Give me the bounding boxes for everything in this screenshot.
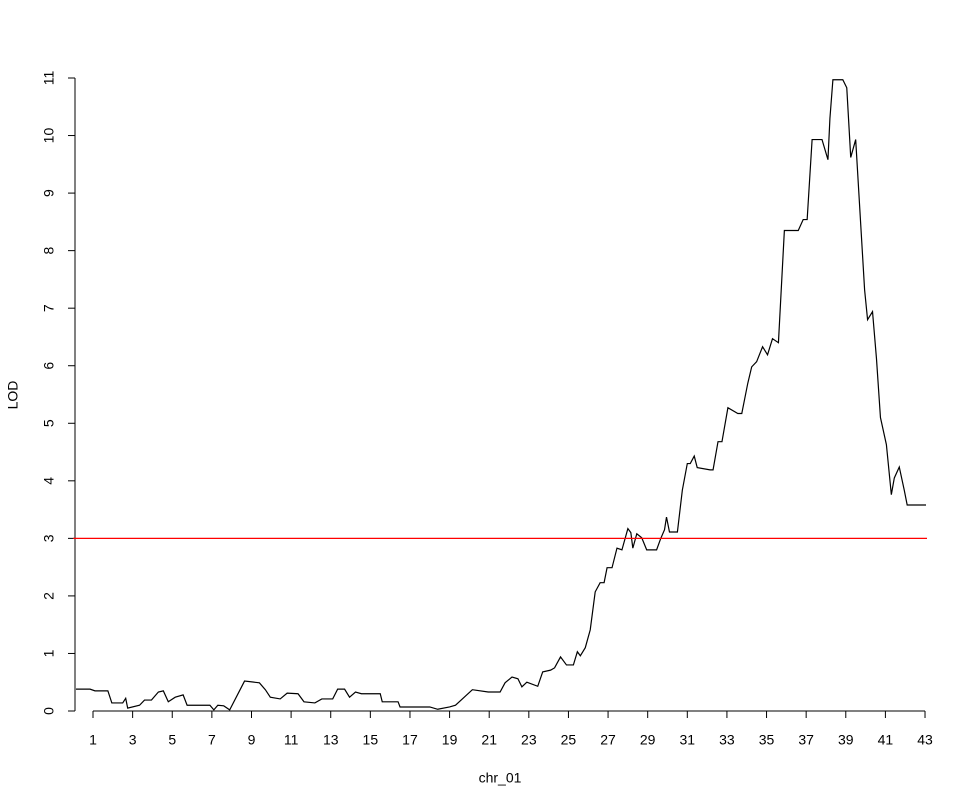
y-tick-label: 9 <box>41 189 57 197</box>
x-tick-label: 39 <box>838 732 854 748</box>
y-tick-label: 6 <box>41 362 57 370</box>
y-tick-label: 3 <box>41 534 57 542</box>
x-tick-label: 31 <box>680 732 696 748</box>
lod-line <box>75 79 927 711</box>
x-tick-label: 35 <box>759 732 775 748</box>
x-tick-label: 43 <box>917 732 933 748</box>
x-tick-label: 23 <box>521 732 537 748</box>
y-tick-label: 4 <box>41 477 57 485</box>
x-tick-label: 15 <box>363 732 379 748</box>
y-tick-label: 11 <box>41 71 57 86</box>
x-tick-label: 7 <box>208 732 216 748</box>
y-tick-label: 10 <box>41 128 57 144</box>
x-tick-label: 25 <box>561 732 577 748</box>
y-tick-label: 0 <box>41 707 57 715</box>
x-tick-label: 19 <box>442 732 458 748</box>
x-tick-label: 9 <box>248 732 256 748</box>
x-tick-label: 37 <box>798 732 814 748</box>
x-tick-label: 13 <box>323 732 339 748</box>
y-axis-label: LOD <box>5 381 21 410</box>
x-tick-label: 3 <box>129 732 137 748</box>
x-tick-label: 17 <box>402 732 418 748</box>
x-tick-label: 5 <box>168 732 176 748</box>
x-tick-label: 29 <box>640 732 656 748</box>
y-tick-label: 1 <box>41 649 57 657</box>
x-tick-label: 11 <box>284 732 299 748</box>
x-tick-label: 33 <box>719 732 735 748</box>
y-tick-label: 5 <box>41 419 57 427</box>
y-tick-label: 7 <box>41 304 57 312</box>
x-tick-label: 1 <box>89 732 97 748</box>
y-tick-label: 8 <box>41 247 57 255</box>
x-tick-label: 21 <box>481 732 497 748</box>
x-axis-label: chr_01 <box>479 770 522 786</box>
y-tick-label: 2 <box>41 592 57 600</box>
x-tick-label: 41 <box>878 732 894 748</box>
x-tick-label: 27 <box>600 732 616 748</box>
